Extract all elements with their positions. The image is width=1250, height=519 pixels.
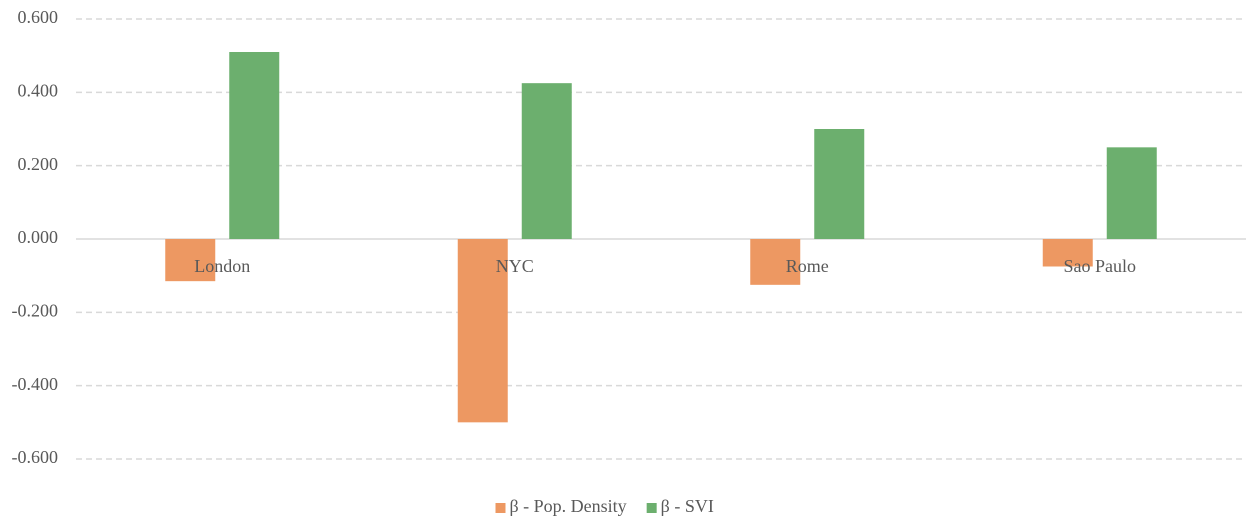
- y-tick-label: -0.200: [12, 300, 59, 320]
- y-tick-label: 0.600: [18, 7, 59, 27]
- bar: [750, 239, 801, 285]
- y-tick-label: 0.400: [18, 80, 59, 100]
- y-tick-label: 0.200: [18, 154, 59, 174]
- x-tick-label: London: [194, 256, 250, 276]
- legend-swatch: [646, 503, 657, 513]
- legend-swatch: [495, 503, 506, 513]
- x-tick-label: Rome: [786, 256, 829, 276]
- y-tick-label: -0.600: [12, 447, 59, 467]
- legend-label: β - SVI: [661, 496, 714, 516]
- bar: [457, 239, 508, 423]
- y-tick-label: -0.400: [12, 374, 59, 394]
- x-tick-label: Sao Paulo: [1063, 256, 1136, 276]
- bar: [521, 83, 572, 240]
- bar: [1106, 147, 1157, 239]
- y-tick-label: 0.000: [18, 227, 59, 247]
- bar: [814, 129, 865, 239]
- bar: [229, 52, 280, 239]
- bar: [1042, 239, 1093, 267]
- legend-label: β - Pop. Density: [510, 496, 627, 516]
- bar: [165, 239, 216, 282]
- x-tick-label: NYC: [496, 256, 534, 276]
